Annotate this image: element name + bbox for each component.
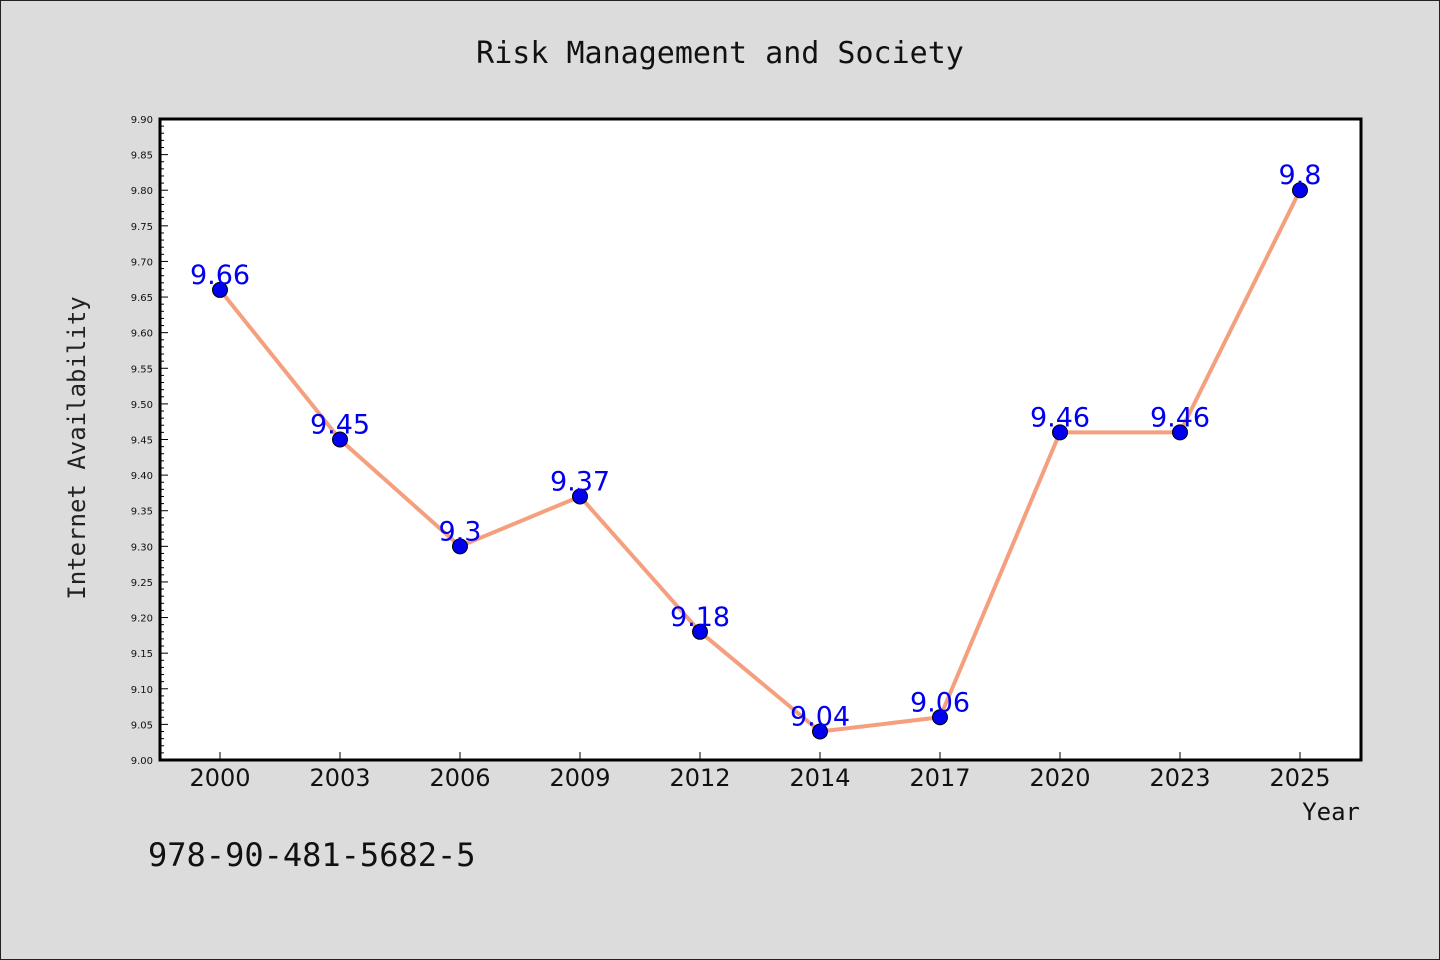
data-point [692,623,708,640]
x-tick-label: 2025 [1269,764,1330,792]
data-point [1172,424,1188,441]
y-axis: 9.00 9.05 9.10 9.15 9.20 9.25 9.30 9.35 9.40 9.45… [131,115,168,767]
data-label: 9.18 [670,602,730,633]
data-label: 9.46 [1030,402,1090,433]
series-markers [212,182,1308,740]
y-tick-label: 9.00 [131,756,153,767]
x-tick-label: 2000 [189,764,250,792]
data-point [452,538,468,555]
data-point [932,709,948,726]
data-label: 9.45 [310,410,370,441]
y-tick-label: 9.90 [131,115,153,126]
y-tick-label: 9.75 [131,222,153,233]
y-tick-label: 9.50 [131,400,153,411]
data-point [332,431,348,448]
y-tick-label: 9.35 [131,507,153,518]
x-tick-label: 2009 [549,764,610,792]
x-tick-label: 2003 [309,764,370,792]
y-tick-label: 9.30 [131,542,153,553]
data-label: 9.3 [439,516,482,547]
y-tick-label: 9.20 [131,614,153,625]
x-axis-label: Year [1302,798,1360,826]
y-tick-label: 9.10 [131,685,153,696]
data-label: 9.46 [1150,402,1210,433]
data-label: 9.66 [190,260,250,291]
data-point [1052,424,1068,441]
data-point [572,488,588,505]
series-line [218,189,1302,734]
chart-title: Risk Management and Society [476,36,964,71]
x-tick-label: 2023 [1149,764,1210,792]
x-tick-label: 2006 [429,764,490,792]
y-tick-label: 9.80 [131,186,153,197]
data-label: 9.37 [550,466,610,497]
y-tick-label: 9.40 [131,471,153,482]
data-label: 9.8 [1279,160,1322,191]
data-point [812,723,828,740]
x-axis: 2000 2003 2006 2009 2012 2014 2017 2020 2023 2025 [189,752,1331,792]
isbn-text: 978-90-481-5682-5 [148,836,476,874]
data-label: 9.06 [910,687,970,718]
y-axis-label: Internet Availability [63,296,91,599]
data-label: 9.04 [790,702,850,733]
y-tick-label: 9.70 [131,257,153,268]
y-tick-label: 9.65 [131,293,153,304]
y-tick-label: 9.05 [131,720,153,731]
x-tick-label: 2017 [909,764,970,792]
y-tick-label: 9.25 [131,578,153,589]
x-tick-label: 2014 [789,764,850,792]
data-labels: 9.66 9.45 9.3 9.37 9.18 9.04 9.06 9.46 9.46 9.8 [190,160,1322,732]
x-tick-label: 2020 [1029,764,1090,792]
y-tick-label: 9.45 [131,436,153,447]
x-tick-label: 2012 [669,764,730,792]
y-tick-label: 9.60 [131,329,153,340]
y-tick-label: 9.55 [131,364,153,375]
data-point [1292,182,1308,199]
data-point [212,281,228,298]
plot-area [158,117,1363,762]
y-tick-label: 9.85 [131,151,153,162]
y-tick-label: 9.15 [131,649,153,660]
